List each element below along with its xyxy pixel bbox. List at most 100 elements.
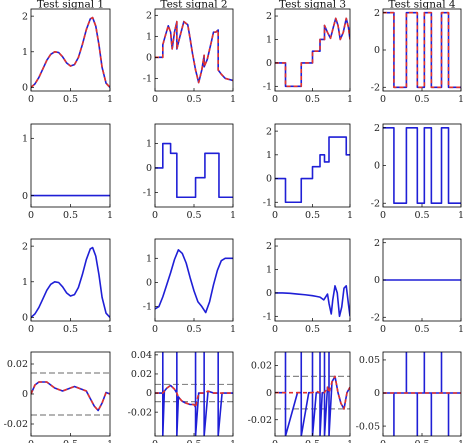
- y-tick-label: -1: [143, 74, 152, 85]
- x-tick-label: 0: [28, 94, 34, 105]
- y-tick-label: 0: [146, 53, 152, 64]
- axes-frame: [154, 123, 234, 208]
- panel-r3c4: 0 0.5 1-202: [371, 238, 464, 335]
- panel-r2c2: 0 0.5 1-101: [143, 123, 236, 221]
- y-tick-label: 0: [22, 191, 28, 202]
- series-line-1: [275, 285, 350, 318]
- y-tick-label: 0.04: [131, 350, 152, 361]
- x-tick-label: 0.5: [186, 94, 201, 105]
- axes-frame: [30, 238, 111, 322]
- panel-r2c4: 0 0.5 1-202: [371, 123, 464, 221]
- axes-frame: [30, 8, 111, 92]
- panel-r3c2: 0 0.5 1-101: [143, 238, 236, 335]
- x-tick-label: 0: [152, 210, 158, 221]
- y-tick-label: 1: [146, 253, 152, 264]
- x-tick-label: 0.5: [63, 439, 78, 443]
- series-line-2: [31, 16, 110, 89]
- x-tick-label: 1: [347, 210, 353, 221]
- series-line-4: [275, 375, 350, 410]
- y-tick-label: -0.05: [356, 421, 380, 432]
- plot-area: [383, 126, 461, 205]
- axes-frame: [154, 8, 234, 92]
- y-tick-label: 0: [266, 174, 272, 185]
- plot-area: [155, 249, 233, 314]
- y-tick-label: 0.02: [131, 369, 152, 380]
- plot-area: [275, 136, 350, 204]
- x-tick-label: 0: [152, 439, 158, 443]
- x-tick-label: 0.5: [186, 324, 201, 335]
- panel-title: Test signal 1: [37, 0, 104, 11]
- y-tick-label: -0.02: [128, 407, 152, 418]
- y-tick-label: 0: [266, 288, 272, 299]
- x-tick-label: 0: [380, 210, 386, 221]
- y-tick-label: 0: [146, 163, 152, 174]
- x-tick-label: 0.5: [186, 210, 201, 221]
- x-tick-label: 0: [380, 324, 386, 335]
- x-tick-label: 0: [380, 94, 386, 105]
- x-tick-label: 0.5: [305, 94, 320, 105]
- y-tick-label: 2: [22, 241, 28, 252]
- plot-area: [383, 352, 461, 436]
- y-tick-label: 1: [146, 139, 152, 150]
- series-line-4: [31, 381, 110, 412]
- y-tick-label: 1: [22, 277, 28, 288]
- y-tick-label: 0: [374, 161, 380, 172]
- plot-area: [31, 372, 110, 416]
- y-tick-label: 0: [22, 389, 28, 400]
- panel-r3c1: 0 0.5 1 0 1 2: [22, 238, 113, 335]
- y-tick-label: 0: [266, 58, 272, 69]
- y-tick-label: 2: [266, 126, 272, 137]
- y-tick-label: 2: [374, 123, 380, 134]
- x-tick-label: 0.5: [414, 439, 429, 443]
- y-tick-label: 0: [266, 388, 272, 399]
- y-tick-label: -2: [371, 198, 380, 209]
- x-tick-label: 1: [107, 439, 113, 443]
- plot-area: [275, 352, 350, 436]
- x-tick-label: 0.5: [305, 439, 320, 443]
- y-tick-label: 2: [146, 11, 152, 22]
- x-tick-label: 0.5: [305, 210, 320, 221]
- x-tick-label: 0: [272, 439, 278, 443]
- series-line-1: [31, 16, 110, 89]
- series-line-2: [383, 11, 461, 89]
- plot-area: [275, 285, 350, 318]
- series-line-1: [31, 246, 110, 319]
- panel-r1c1: 0 0.5 1 0 1 2 Test signal 1: [22, 0, 113, 105]
- plot-area: [383, 11, 461, 89]
- plot-area: [155, 142, 233, 199]
- panel-title: Test signal 3: [279, 0, 346, 11]
- axes-frame: [30, 123, 111, 208]
- y-tick-label: 1: [22, 134, 28, 145]
- y-tick-label: -1: [263, 82, 272, 93]
- series-line-1: [155, 249, 233, 314]
- y-tick-label: -2: [371, 312, 380, 323]
- y-tick-label: -2: [371, 82, 380, 93]
- panel-title: Test signal 4: [388, 0, 456, 11]
- x-tick-label: 1: [107, 210, 113, 221]
- series-line-1: [275, 136, 350, 204]
- x-tick-label: 1: [347, 94, 353, 105]
- y-tick-label: 0: [374, 388, 380, 399]
- y-tick-label: -0.02: [248, 415, 272, 426]
- x-tick-label: 1: [347, 324, 353, 335]
- x-tick-label: 1: [107, 94, 113, 105]
- y-tick-label: 2: [266, 241, 272, 252]
- x-tick-label: 1: [458, 210, 464, 221]
- x-tick-label: 1: [347, 439, 353, 443]
- y-tick-label: 1: [266, 265, 272, 276]
- series-line-1: [383, 126, 461, 205]
- y-tick-label: -0.02: [4, 419, 28, 430]
- x-tick-label: 0: [28, 439, 34, 443]
- axes-frame: [30, 351, 111, 437]
- y-tick-label: -1: [263, 197, 272, 208]
- x-tick-label: 1: [458, 94, 464, 105]
- plot-area: [155, 352, 233, 436]
- panel-r4c1: 0 0.5 1 -0.02 0 0.02: [4, 351, 113, 443]
- y-tick-label: 0: [374, 45, 380, 56]
- x-tick-label: 0.5: [305, 324, 320, 335]
- y-tick-label: 2: [266, 11, 272, 22]
